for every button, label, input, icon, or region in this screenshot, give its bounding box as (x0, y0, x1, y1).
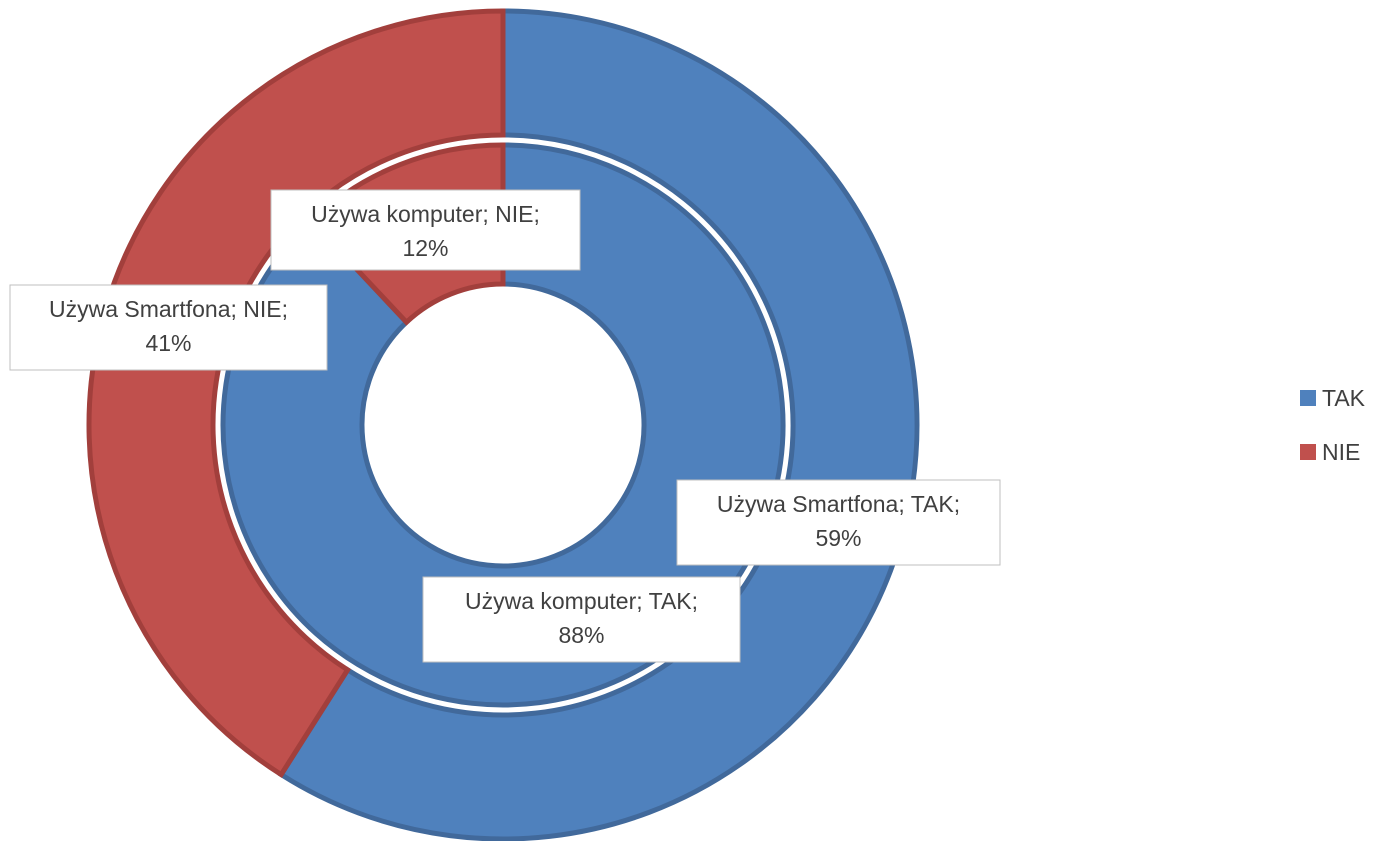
data-label-line: 59% (815, 525, 861, 551)
data-label-line: 41% (145, 330, 191, 356)
data-label-line: Używa komputer; TAK; (465, 588, 698, 614)
data-label: Używa Smartfona; TAK; 59% (717, 491, 960, 551)
data-label-line: 12% (402, 235, 448, 261)
data-label: Używa komputer; NIE; 12% (311, 201, 540, 261)
data-label-line: Używa komputer; NIE; (311, 201, 540, 227)
data-label-line: Używa Smartfona; NIE; (49, 296, 288, 322)
legend-label: NIE (1322, 439, 1360, 465)
legend-swatch (1300, 444, 1316, 460)
data-label-box (9, 284, 328, 371)
data-label-line: Używa Smartfona; TAK; (717, 491, 960, 517)
data-label-box (676, 479, 1001, 566)
data-label: Używa Smartfona; NIE; 41% (49, 296, 288, 356)
doughnut-segment (277, 8, 920, 841)
data-label-box (270, 189, 581, 271)
data-label-box (422, 576, 741, 663)
doughnut-segment (86, 8, 506, 779)
data-label-line: 88% (558, 622, 604, 648)
legend-swatch (1300, 390, 1316, 406)
data-label: Używa komputer; TAK; 88% (465, 588, 698, 648)
doughnut-segment (220, 142, 786, 708)
legend-label: TAK (1322, 385, 1366, 411)
